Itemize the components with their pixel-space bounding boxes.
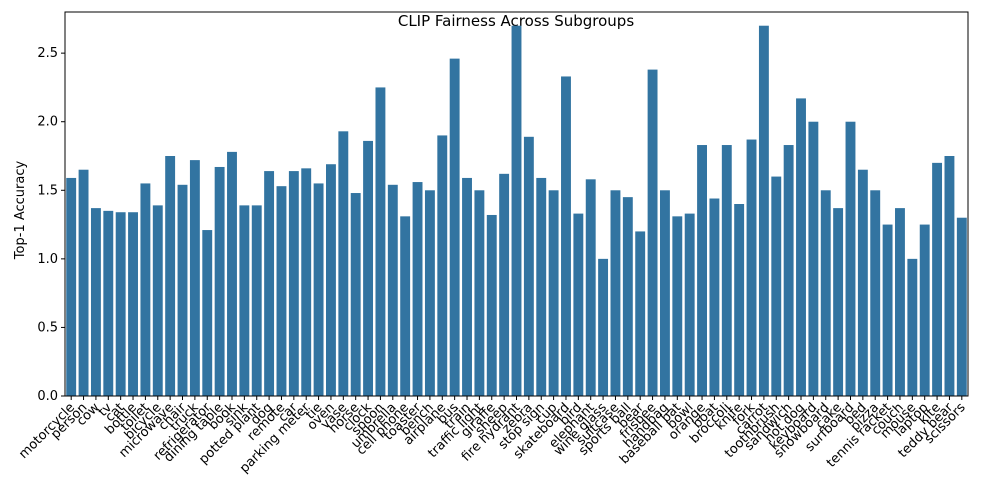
- bar: [697, 145, 707, 396]
- bar: [845, 121, 856, 396]
- bar: [202, 230, 213, 396]
- chart-title: CLIP Fairness Across Subgroups: [398, 12, 634, 30]
- bar: [227, 151, 237, 396]
- bar: [709, 198, 720, 396]
- bar: [128, 212, 138, 396]
- bar: [115, 212, 126, 396]
- bar: [672, 216, 683, 396]
- bar: [264, 171, 275, 396]
- bar: [78, 169, 89, 396]
- y-tick-label: 0.0: [37, 389, 58, 404]
- bar: [956, 217, 967, 396]
- y-tick-label: 1.5: [37, 183, 58, 198]
- bar: [734, 204, 745, 396]
- bar: [548, 190, 559, 396]
- bar: [288, 171, 299, 396]
- bar: [647, 69, 658, 396]
- y-tick-label: 2.0: [37, 115, 58, 130]
- bar: [758, 25, 769, 396]
- bar: [598, 258, 609, 396]
- bar: [919, 224, 930, 396]
- bar: [907, 258, 918, 396]
- bar: [820, 190, 831, 396]
- bar: [474, 190, 485, 396]
- bar: [870, 190, 881, 396]
- plot-frame: [64, 11, 969, 397]
- bar: [90, 208, 101, 396]
- bar: [214, 166, 225, 396]
- bar: [301, 168, 312, 396]
- y-tick-label: 1.0: [37, 252, 58, 267]
- bar: [437, 135, 448, 396]
- bar: [833, 208, 844, 396]
- bar: [808, 121, 819, 396]
- bar: [412, 182, 423, 396]
- bar: [783, 145, 794, 396]
- bar: [424, 190, 435, 396]
- bar: [882, 224, 893, 396]
- bar: [152, 205, 163, 396]
- bar: [486, 214, 497, 396]
- bar: [165, 156, 176, 396]
- bar: [721, 145, 732, 396]
- bar: [387, 184, 398, 396]
- bar: [857, 169, 868, 396]
- bar: [400, 216, 411, 396]
- bar: [350, 193, 361, 396]
- bar: [895, 208, 905, 396]
- bar: [66, 177, 77, 396]
- bar: [251, 205, 262, 396]
- bar: [326, 164, 336, 396]
- bar: [561, 76, 571, 396]
- bar: [536, 177, 547, 396]
- y-tick-label: 2.5: [37, 46, 58, 61]
- bar: [585, 179, 596, 396]
- bar: [523, 136, 534, 397]
- bar: [276, 186, 287, 396]
- bar: [610, 190, 621, 396]
- bar: [684, 213, 695, 396]
- bar: [313, 183, 324, 396]
- bar: [944, 156, 955, 396]
- bar: [177, 184, 188, 396]
- bar: [622, 197, 633, 396]
- bar: [635, 231, 646, 396]
- bar: [499, 173, 510, 396]
- y-tick-label: 0.5: [37, 320, 58, 335]
- bar: [449, 58, 460, 396]
- bar: [375, 87, 386, 396]
- bar: [103, 210, 114, 396]
- bar: [239, 205, 250, 396]
- bar: [932, 162, 943, 396]
- bar: [796, 98, 806, 397]
- bar: [771, 176, 782, 396]
- bar: [338, 131, 349, 397]
- bar: [462, 177, 472, 396]
- bar: [511, 25, 522, 396]
- bar: [189, 160, 200, 396]
- bar: [573, 213, 584, 396]
- bar: [746, 139, 757, 397]
- bar: [363, 140, 374, 396]
- y-axis-label: Top-1 Accuracy: [13, 161, 28, 261]
- bar: [659, 190, 670, 396]
- bar: [140, 183, 151, 396]
